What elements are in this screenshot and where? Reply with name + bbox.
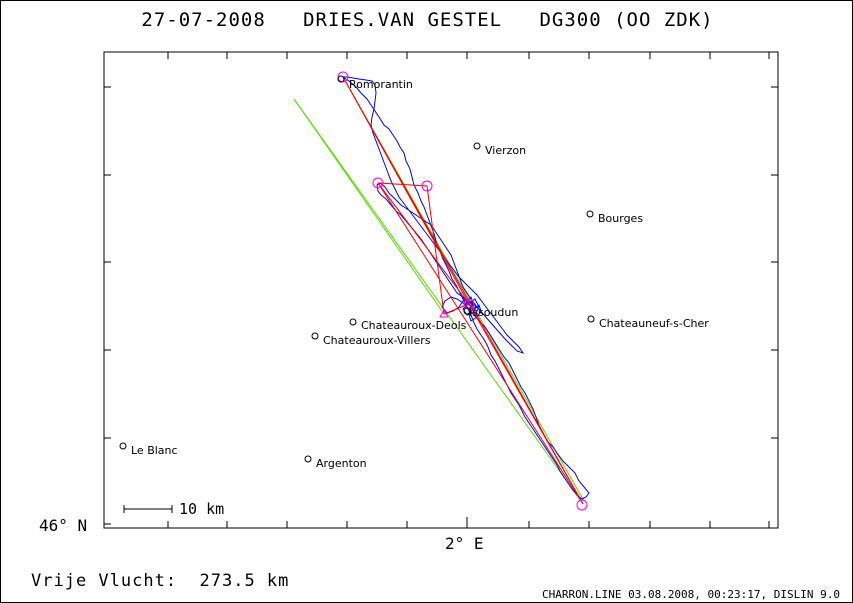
- town-label-chateauneuf: Chateauneuf-s-Cher: [599, 317, 709, 330]
- scale-bar-label: 10 km: [179, 500, 225, 518]
- town-label-issoudun: Issoudun: [469, 306, 518, 319]
- town-marker-chateauneuf: [587, 315, 595, 323]
- scale-bar: [123, 505, 173, 513]
- top-ticks: [167, 52, 770, 59]
- town-label-chateauroux-villers: Chateauroux-Villers: [323, 334, 431, 347]
- left-ticks: [104, 86, 111, 525]
- town-marker-vierzon: [473, 142, 481, 150]
- town-label-chateauroux-deols: Chateauroux-Deols: [361, 319, 467, 332]
- town-marker-chateauroux-villers: [311, 332, 319, 340]
- longitude-label: 2° E: [445, 534, 484, 553]
- map-frame: [103, 51, 779, 529]
- town-label-le-blanc: Le Blanc: [131, 444, 178, 457]
- flight-date: 27-07-2008: [141, 9, 266, 31]
- town-marker-le-blanc: [119, 442, 127, 450]
- pilot-name: DRIES.VAN GESTEL: [303, 9, 503, 31]
- right-ticks: [771, 86, 778, 439]
- town-label-vierzon: Vierzon: [485, 144, 526, 157]
- turnpoint-finish: [576, 499, 588, 511]
- latitude-label: 46° N: [39, 516, 88, 535]
- town-marker-argenton: [304, 455, 312, 463]
- bottom-ticks: [167, 517, 770, 528]
- task-legs-2: [377, 182, 584, 505]
- turnpoint-start: [337, 71, 349, 83]
- flight-track: [342, 76, 590, 500]
- town-marker-issoudun: [463, 307, 471, 315]
- town-marker-bourges: [586, 210, 594, 218]
- town-marker-romorantin: [337, 75, 345, 83]
- town-label-bourges: Bourges: [598, 212, 643, 225]
- credits-text: CHARRON.LINE 03.08.2008, 00:23:17, DISLI…: [541, 588, 840, 601]
- flight-title: 27-07-2008 DRIES.VAN GESTEL DG300 (OO ZD…: [1, 9, 852, 31]
- glider-id: DG300 (OO ZDK): [539, 9, 714, 31]
- turnpoint-2: [421, 180, 433, 192]
- town-markers: [119, 75, 595, 463]
- distance-text: Vrije Vlucht: 273.5 km: [31, 571, 290, 591]
- turnpoint-1: [372, 177, 384, 189]
- town-marker-chateauroux-deols: [349, 318, 357, 326]
- town-label-romorantin: Romorantin: [349, 78, 413, 91]
- town-label-argenton: Argenton: [316, 457, 367, 470]
- turnpoint-triangle: [439, 308, 449, 318]
